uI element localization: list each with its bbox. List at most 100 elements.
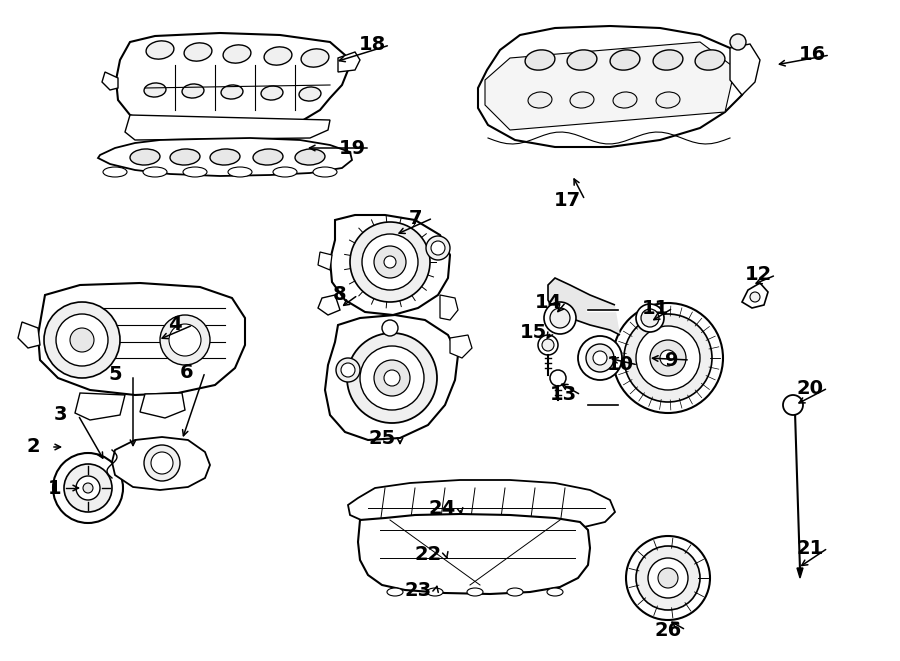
Ellipse shape bbox=[570, 92, 594, 108]
Polygon shape bbox=[140, 393, 185, 418]
Circle shape bbox=[542, 339, 554, 351]
Ellipse shape bbox=[656, 92, 680, 108]
Text: 8: 8 bbox=[333, 286, 346, 305]
Ellipse shape bbox=[695, 50, 725, 70]
Text: 1: 1 bbox=[49, 479, 62, 498]
Polygon shape bbox=[730, 44, 760, 95]
Circle shape bbox=[613, 303, 723, 413]
Text: 10: 10 bbox=[607, 356, 634, 375]
Polygon shape bbox=[742, 283, 768, 308]
Polygon shape bbox=[318, 252, 332, 270]
Ellipse shape bbox=[184, 43, 212, 61]
Text: 2: 2 bbox=[26, 438, 40, 457]
Text: 25: 25 bbox=[368, 428, 396, 447]
Circle shape bbox=[550, 370, 566, 386]
Circle shape bbox=[431, 241, 445, 255]
Circle shape bbox=[83, 483, 93, 493]
Circle shape bbox=[360, 346, 424, 410]
Circle shape bbox=[374, 246, 406, 278]
Ellipse shape bbox=[427, 588, 443, 596]
Circle shape bbox=[160, 315, 210, 365]
Ellipse shape bbox=[183, 167, 207, 177]
Polygon shape bbox=[440, 295, 458, 320]
Circle shape bbox=[64, 464, 112, 512]
Polygon shape bbox=[102, 72, 118, 90]
Circle shape bbox=[76, 476, 100, 500]
Text: 22: 22 bbox=[414, 545, 442, 564]
Text: 16: 16 bbox=[798, 46, 825, 65]
Polygon shape bbox=[38, 283, 245, 395]
Text: 13: 13 bbox=[549, 385, 577, 405]
Circle shape bbox=[650, 340, 686, 376]
Text: 3: 3 bbox=[53, 405, 67, 424]
Ellipse shape bbox=[146, 41, 174, 59]
Polygon shape bbox=[325, 315, 458, 440]
Text: 23: 23 bbox=[404, 580, 432, 600]
Circle shape bbox=[750, 292, 760, 302]
Ellipse shape bbox=[295, 149, 325, 165]
Polygon shape bbox=[125, 115, 330, 140]
Polygon shape bbox=[330, 215, 450, 315]
Circle shape bbox=[347, 333, 437, 423]
Ellipse shape bbox=[103, 167, 127, 177]
Circle shape bbox=[586, 344, 614, 372]
Ellipse shape bbox=[261, 86, 283, 100]
Circle shape bbox=[641, 309, 659, 327]
Text: 24: 24 bbox=[428, 498, 455, 518]
Circle shape bbox=[151, 452, 173, 474]
Circle shape bbox=[636, 546, 700, 610]
Ellipse shape bbox=[228, 167, 252, 177]
Polygon shape bbox=[348, 480, 615, 533]
Ellipse shape bbox=[567, 50, 597, 70]
Circle shape bbox=[382, 320, 398, 336]
Ellipse shape bbox=[273, 167, 297, 177]
Text: 11: 11 bbox=[642, 299, 669, 317]
Ellipse shape bbox=[653, 50, 683, 70]
Ellipse shape bbox=[182, 84, 204, 98]
Circle shape bbox=[144, 445, 180, 481]
Text: 19: 19 bbox=[338, 139, 365, 157]
Polygon shape bbox=[18, 322, 40, 348]
Text: 14: 14 bbox=[535, 293, 562, 311]
Text: 20: 20 bbox=[796, 379, 824, 397]
Polygon shape bbox=[318, 295, 340, 315]
Ellipse shape bbox=[299, 87, 321, 101]
Circle shape bbox=[169, 324, 201, 356]
Text: 12: 12 bbox=[744, 266, 771, 284]
Text: 17: 17 bbox=[554, 190, 580, 210]
Polygon shape bbox=[485, 42, 735, 130]
Polygon shape bbox=[75, 393, 125, 420]
Circle shape bbox=[626, 536, 710, 620]
Circle shape bbox=[648, 558, 688, 598]
Ellipse shape bbox=[610, 50, 640, 70]
Circle shape bbox=[53, 453, 123, 523]
Circle shape bbox=[538, 335, 558, 355]
Ellipse shape bbox=[507, 588, 523, 596]
Ellipse shape bbox=[613, 92, 637, 108]
Circle shape bbox=[636, 326, 700, 390]
Ellipse shape bbox=[525, 50, 555, 70]
Circle shape bbox=[384, 370, 400, 386]
Circle shape bbox=[544, 302, 576, 334]
Circle shape bbox=[783, 395, 803, 415]
Text: 18: 18 bbox=[358, 36, 385, 54]
Circle shape bbox=[350, 222, 430, 302]
Ellipse shape bbox=[221, 85, 243, 99]
Polygon shape bbox=[338, 52, 360, 72]
Text: 15: 15 bbox=[519, 323, 546, 342]
Ellipse shape bbox=[387, 588, 403, 596]
Text: 9: 9 bbox=[665, 350, 679, 369]
Polygon shape bbox=[358, 514, 590, 594]
Circle shape bbox=[550, 308, 570, 328]
Text: 26: 26 bbox=[654, 621, 681, 639]
Ellipse shape bbox=[130, 149, 160, 165]
Polygon shape bbox=[797, 568, 803, 578]
Ellipse shape bbox=[144, 83, 166, 97]
Polygon shape bbox=[450, 335, 472, 358]
Circle shape bbox=[70, 328, 94, 352]
Ellipse shape bbox=[253, 149, 283, 165]
Ellipse shape bbox=[467, 588, 483, 596]
Text: 4: 4 bbox=[168, 315, 182, 334]
Ellipse shape bbox=[547, 588, 563, 596]
Circle shape bbox=[660, 350, 676, 366]
